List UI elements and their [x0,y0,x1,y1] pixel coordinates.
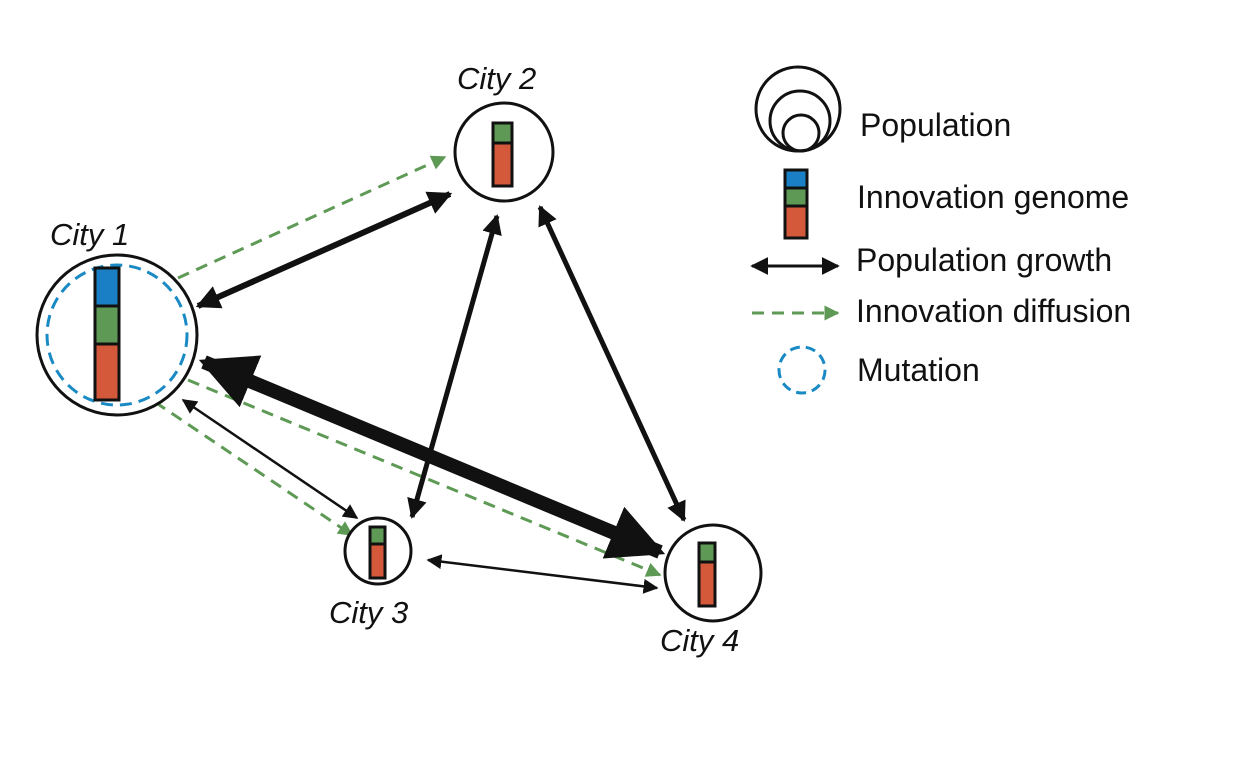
legend-population: Population [754,65,1011,153]
city-label-4: City 4 [660,623,739,658]
growth-link-city1-city3 [181,398,359,520]
legend-label-mutation: Mutation [857,352,980,388]
innovation-genome [93,266,121,402]
legend-diffusion: Innovation diffusion [752,293,1131,329]
legend-genome: Innovation genome [783,168,1129,240]
innovation-genome [368,525,387,580]
growth-link-city1-city4 [198,355,666,559]
legend-label-population: Population [860,107,1011,143]
diffusion-link-city1-city3 [154,400,354,537]
city-label-2: City 2 [457,61,536,96]
innovation-genome [697,541,717,608]
innovation-genome [491,121,514,188]
legend: Population Innovation genome Population … [750,65,1131,395]
city-label-1: City 1 [50,217,129,252]
growth-link-city2-city3 [407,214,502,519]
legend-label-growth: Population growth [856,242,1112,278]
city-node-4: City 4 [660,523,763,658]
growth-link-city2-city4 [537,205,687,522]
mutation-circle [45,263,189,407]
growth-link-city3-city4 [426,554,659,594]
genome-icon [783,168,809,240]
city-node-2: City 2 [453,61,555,203]
city-node-3: City 3 [329,516,413,630]
legend-label-diffusion: Innovation diffusion [856,293,1131,329]
growth-link-city1-city2 [195,191,453,309]
mutation-icon [777,345,827,395]
legend-mutation: Mutation [777,345,980,395]
city-label-3: City 3 [329,595,408,630]
diffusion-link-city1-city2 [177,155,447,280]
city-node-1: City 1 [35,217,199,417]
legend-label-genome: Innovation genome [857,179,1129,215]
legend-growth: Population growth [750,242,1112,278]
